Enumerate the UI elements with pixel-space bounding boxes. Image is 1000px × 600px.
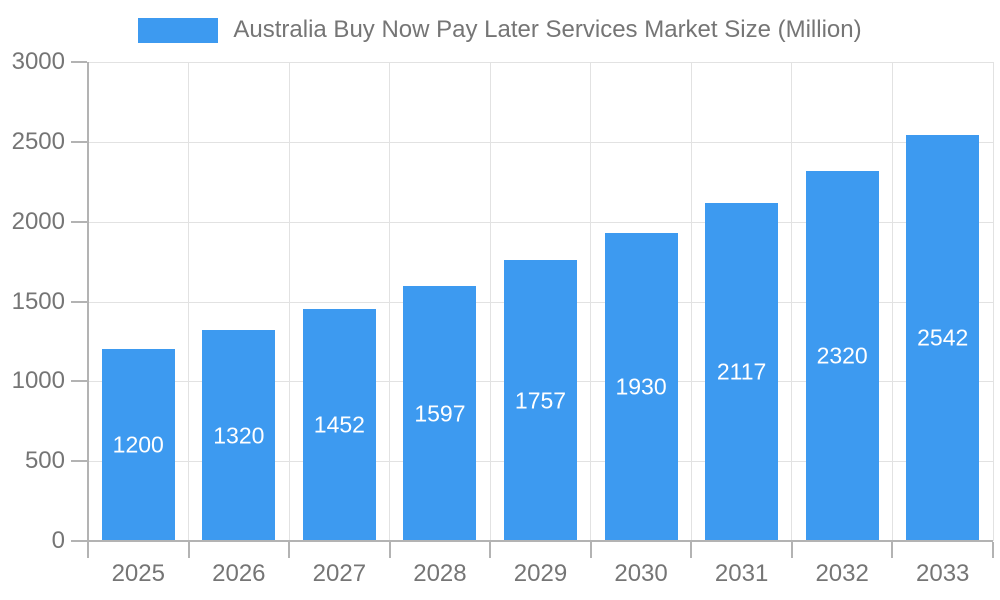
bar-2031: 2117 <box>705 203 779 541</box>
bar-2032: 2320 <box>805 170 879 541</box>
bar-value-label: 1597 <box>414 400 466 426</box>
gridline-h <box>88 62 993 63</box>
gridline-v <box>188 62 190 541</box>
x-tick <box>187 542 190 558</box>
bar-2029: 1757 <box>504 260 577 541</box>
bar-value-label: 2320 <box>816 342 868 369</box>
x-tick <box>388 542 391 558</box>
y-tick-label: 2500 <box>11 127 65 155</box>
gridline-v <box>690 62 692 541</box>
y-tick-label: 3000 <box>11 48 65 75</box>
gridline-v <box>992 62 994 541</box>
x-tick <box>992 542 994 558</box>
bar-value-label: 1757 <box>514 387 567 414</box>
bar-value-label: 1320 <box>213 422 265 449</box>
gridline-v <box>791 62 793 541</box>
x-tick <box>288 542 291 558</box>
bar-value-label: 2542 <box>917 324 969 351</box>
y-tick-label: 1000 <box>11 367 65 395</box>
bar-2030: 1930 <box>604 232 678 541</box>
x-tick-label: 2027 <box>312 560 367 587</box>
gridline-v <box>288 62 290 541</box>
x-axis-line <box>88 540 993 542</box>
legend-swatch-icon <box>138 17 219 43</box>
bar-value-label: 2117 <box>716 358 767 385</box>
gridline-h <box>88 221 993 223</box>
gridline-h <box>88 141 993 143</box>
plot-area: 0 500 1000 1500 2000 2500 3000 1200 2025 1320 2026… <box>12 48 994 587</box>
y-axis-line <box>87 62 89 557</box>
gridline-v <box>389 62 391 541</box>
x-tick <box>87 542 89 558</box>
bar-value-label: 1452 <box>313 411 365 438</box>
x-tick <box>489 542 492 558</box>
x-tick-label: 2026 <box>212 560 266 587</box>
y-tick <box>71 540 87 542</box>
y-tick <box>71 460 87 463</box>
bar-value-label: 1930 <box>615 373 667 400</box>
bar-2028: 1597 <box>403 286 477 541</box>
x-tick <box>790 542 793 558</box>
x-tick-label: 2025 <box>111 560 165 587</box>
y-tick <box>71 300 87 303</box>
x-tick-label: 2032 <box>815 560 869 587</box>
y-tick-label: 1500 <box>11 287 65 315</box>
bar-2027: 1452 <box>302 309 376 541</box>
x-tick <box>589 542 592 558</box>
x-tick-label: 2028 <box>413 560 467 587</box>
bar-2033: 2542 <box>906 135 980 541</box>
legend-label: Australia Buy Now Pay Later Services Mar… <box>233 16 862 43</box>
gridline-v <box>590 62 592 541</box>
y-tick <box>71 220 87 223</box>
y-tick-label: 2000 <box>11 207 65 235</box>
x-tick-label: 2031 <box>714 560 769 587</box>
gridline-v <box>891 62 893 541</box>
y-tick-label: 500 <box>24 447 65 475</box>
y-tick <box>71 140 87 143</box>
y-tick-label: 0 <box>51 527 65 554</box>
x-tick-label: 2029 <box>513 560 568 587</box>
x-tick <box>891 542 894 558</box>
x-tick-label: 2033 <box>916 560 970 587</box>
bar-2026: 1320 <box>202 330 276 541</box>
x-tick <box>690 542 693 558</box>
bar-value-label: 1200 <box>112 431 164 458</box>
legend[interactable]: Australia Buy Now Pay Later Services Mar… <box>0 16 1000 44</box>
y-tick <box>71 61 87 63</box>
y-tick <box>71 380 87 383</box>
bar-2025: 1200 <box>101 349 175 541</box>
x-tick-label: 2030 <box>614 560 668 587</box>
gridline-v <box>489 62 491 541</box>
